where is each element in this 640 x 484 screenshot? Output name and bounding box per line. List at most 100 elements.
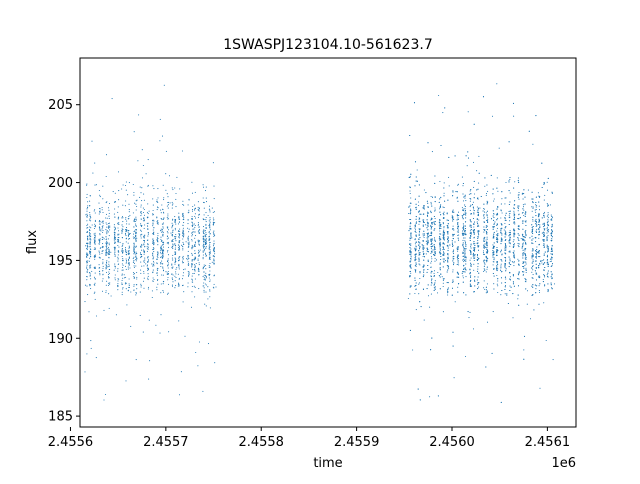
data-point — [203, 214, 205, 216]
data-point — [535, 204, 537, 206]
data-point — [418, 282, 421, 284]
data-point — [147, 213, 149, 215]
data-point — [503, 229, 505, 231]
data-point — [171, 257, 173, 259]
data-point — [167, 267, 169, 269]
data-point — [143, 220, 145, 222]
data-point — [431, 250, 433, 252]
data-point — [493, 223, 495, 225]
data-point — [543, 302, 545, 304]
data-point — [447, 287, 449, 289]
data-point — [211, 261, 213, 263]
data-point — [212, 162, 214, 164]
data-point — [452, 235, 454, 237]
data-point — [182, 256, 184, 258]
data-point — [425, 192, 427, 194]
data-point — [440, 196, 442, 198]
data-point — [144, 235, 146, 237]
data-point — [133, 249, 135, 251]
data-point — [128, 238, 130, 240]
data-point — [513, 215, 515, 217]
data-point — [208, 256, 211, 259]
data-point — [512, 241, 514, 243]
data-point — [551, 225, 554, 227]
data-point — [536, 221, 538, 224]
data-point — [531, 235, 533, 237]
data-point — [453, 218, 455, 220]
data-point — [86, 262, 88, 264]
data-point — [418, 230, 420, 232]
data-point — [505, 259, 507, 261]
data-point — [128, 260, 130, 262]
data-point — [534, 260, 537, 262]
data-point — [99, 240, 101, 243]
data-point — [124, 282, 127, 284]
data-point — [106, 231, 108, 233]
data-point — [512, 293, 514, 295]
data-point — [414, 243, 416, 245]
data-point — [550, 284, 552, 286]
data-point — [86, 264, 88, 266]
data-point — [160, 247, 162, 249]
data-point — [457, 260, 459, 262]
data-point — [152, 252, 154, 254]
data-point — [431, 233, 433, 235]
data-point — [418, 195, 420, 197]
data-point — [141, 244, 143, 246]
data-point — [122, 229, 124, 231]
data-point — [113, 239, 115, 241]
data-point — [497, 234, 499, 236]
data-point — [464, 237, 466, 239]
data-point — [431, 249, 433, 251]
data-point — [166, 293, 169, 295]
data-point — [182, 262, 184, 264]
data-point — [525, 230, 527, 232]
data-point — [447, 232, 449, 234]
data-point — [213, 232, 215, 235]
data-point — [478, 245, 480, 247]
data-point — [495, 269, 498, 271]
data-point — [198, 229, 200, 231]
data-point — [483, 270, 485, 272]
data-point — [127, 250, 129, 252]
data-point — [174, 263, 176, 265]
data-point — [162, 249, 164, 251]
data-point — [203, 285, 205, 287]
data-point — [509, 220, 511, 222]
data-point — [408, 206, 410, 208]
data-point — [205, 245, 207, 247]
data-point — [463, 226, 465, 228]
data-point — [106, 217, 108, 219]
data-point — [439, 208, 441, 210]
data-point — [470, 212, 472, 215]
data-point — [419, 270, 421, 273]
data-point — [497, 263, 499, 265]
data-point — [118, 216, 120, 218]
data-point — [507, 302, 509, 305]
data-point — [427, 260, 429, 263]
data-point — [117, 289, 119, 291]
data-point — [161, 260, 163, 262]
data-point — [105, 248, 107, 250]
data-point — [141, 233, 143, 235]
data-point — [470, 262, 472, 264]
data-point — [532, 248, 534, 250]
data-point — [509, 279, 512, 281]
data-point — [175, 245, 177, 247]
data-point — [94, 225, 96, 227]
data-point — [524, 257, 526, 259]
data-point — [505, 278, 507, 280]
data-point — [468, 317, 470, 319]
data-point — [109, 229, 111, 231]
data-point — [109, 225, 111, 227]
data-point — [133, 238, 135, 240]
data-point — [198, 230, 200, 232]
data-point — [204, 279, 206, 281]
data-point — [180, 244, 183, 246]
data-point — [109, 283, 111, 285]
data-point — [208, 258, 210, 260]
data-point — [99, 229, 101, 232]
data-point — [500, 230, 502, 232]
data-point — [434, 175, 436, 177]
data-point — [526, 290, 529, 292]
